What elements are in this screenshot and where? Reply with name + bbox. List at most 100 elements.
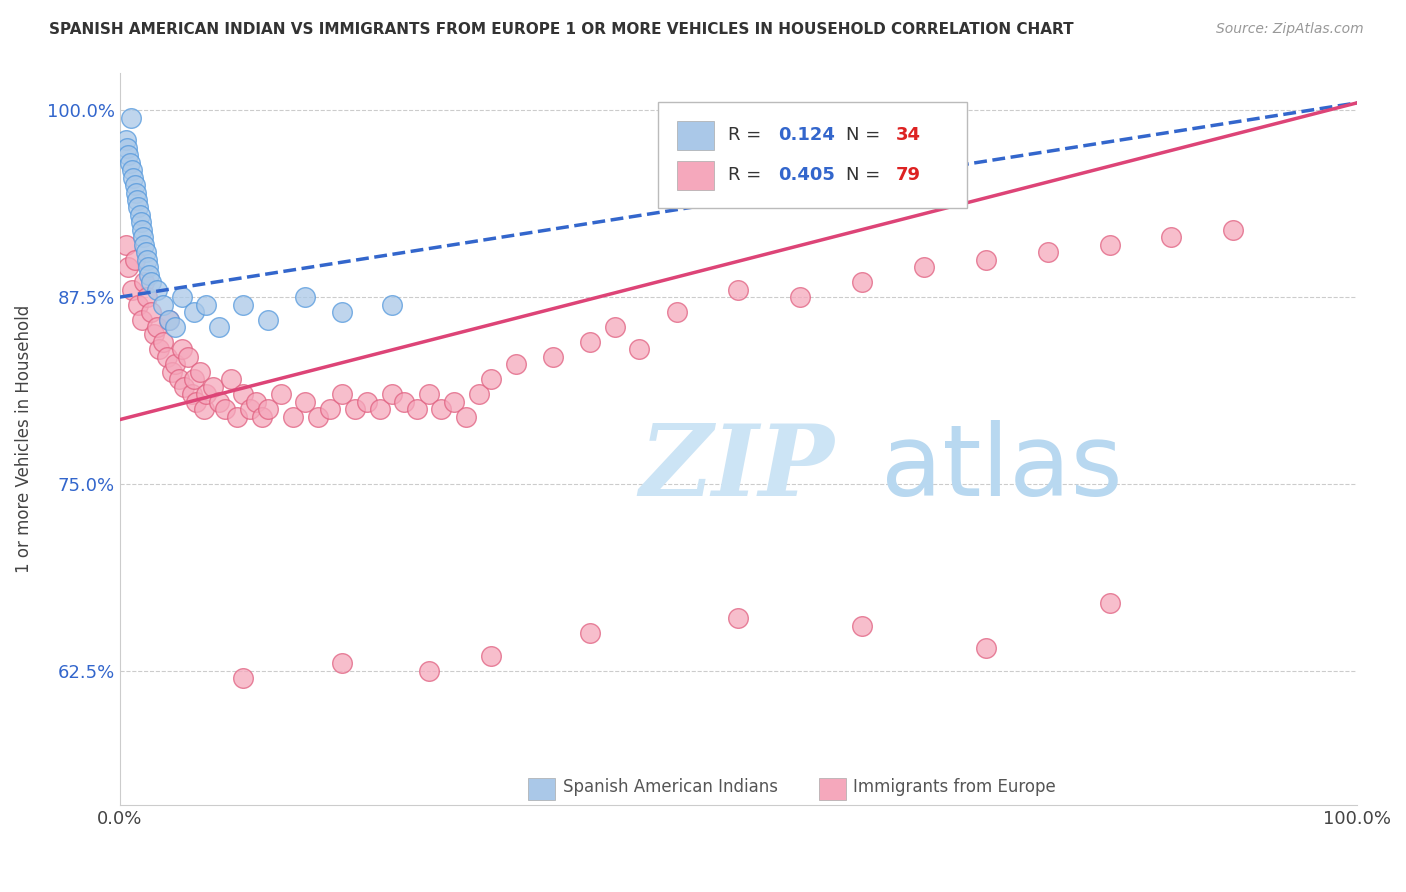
Point — [332, 305, 354, 319]
Point — [117, 260, 139, 275]
Point — [135, 245, 157, 260]
Point — [117, 148, 139, 162]
Point — [356, 394, 378, 409]
Point — [173, 380, 195, 394]
Point — [579, 334, 602, 349]
Point — [121, 163, 143, 178]
Point — [443, 394, 465, 409]
Point — [160, 365, 183, 379]
FancyBboxPatch shape — [676, 120, 714, 150]
Point — [239, 402, 262, 417]
Point — [974, 252, 997, 267]
Point — [183, 305, 205, 319]
Text: Spanish American Indians: Spanish American Indians — [562, 778, 778, 796]
Point — [120, 111, 142, 125]
Point — [1036, 245, 1059, 260]
Point — [148, 343, 170, 357]
Point — [177, 350, 200, 364]
Point — [121, 283, 143, 297]
Text: 79: 79 — [896, 167, 921, 185]
Point — [1098, 596, 1121, 610]
Point — [139, 275, 162, 289]
Point — [129, 215, 152, 229]
Point — [125, 186, 148, 200]
Point — [912, 260, 935, 275]
Point — [186, 394, 208, 409]
FancyBboxPatch shape — [529, 778, 555, 800]
FancyBboxPatch shape — [676, 161, 714, 190]
Point — [232, 671, 254, 685]
FancyBboxPatch shape — [818, 778, 846, 800]
Point — [208, 394, 231, 409]
Point — [226, 409, 249, 424]
Point — [136, 260, 159, 275]
Point — [628, 343, 651, 357]
Point — [430, 402, 453, 417]
Point — [165, 320, 187, 334]
Point — [131, 312, 153, 326]
Point — [381, 297, 404, 311]
Point — [170, 290, 193, 304]
Point — [851, 619, 873, 633]
Point — [170, 343, 193, 357]
Point — [152, 297, 174, 311]
Point — [131, 223, 153, 237]
Point — [603, 320, 626, 334]
Point — [193, 402, 215, 417]
Point — [307, 409, 329, 424]
Point — [245, 394, 267, 409]
Point — [1098, 237, 1121, 252]
Text: ZIP: ZIP — [640, 420, 834, 516]
Point — [332, 656, 354, 670]
Point — [541, 350, 564, 364]
Text: N =: N = — [846, 167, 886, 185]
Point — [134, 237, 156, 252]
Point — [128, 208, 150, 222]
Text: R =: R = — [728, 167, 768, 185]
Point — [1222, 223, 1244, 237]
Point — [124, 252, 146, 267]
Point — [250, 409, 273, 424]
Point — [270, 387, 292, 401]
Point — [122, 170, 145, 185]
Point — [134, 275, 156, 289]
Text: R =: R = — [728, 126, 768, 145]
Point — [479, 372, 502, 386]
Point — [115, 141, 138, 155]
Point — [405, 402, 427, 417]
Point — [165, 357, 187, 371]
Point — [138, 268, 160, 282]
Point — [157, 312, 180, 326]
Point — [146, 320, 169, 334]
Point — [214, 402, 236, 417]
Text: N =: N = — [846, 126, 886, 145]
Point — [281, 409, 304, 424]
Point — [157, 312, 180, 326]
Point — [974, 641, 997, 656]
Point — [319, 402, 342, 417]
Text: 0.405: 0.405 — [778, 167, 835, 185]
Y-axis label: 1 or more Vehicles in Household: 1 or more Vehicles in Household — [15, 305, 32, 574]
Text: SPANISH AMERICAN INDIAN VS IMMIGRANTS FROM EUROPE 1 OR MORE VEHICLES IN HOUSEHOL: SPANISH AMERICAN INDIAN VS IMMIGRANTS FR… — [49, 22, 1074, 37]
Point — [257, 402, 280, 417]
Point — [183, 372, 205, 386]
Point — [257, 312, 280, 326]
Point — [343, 402, 366, 417]
Point — [851, 275, 873, 289]
Point — [232, 297, 254, 311]
Point — [115, 133, 138, 147]
Point — [139, 305, 162, 319]
Point — [479, 648, 502, 663]
Point — [208, 320, 231, 334]
Point — [167, 372, 190, 386]
Point — [368, 402, 391, 417]
Point — [156, 350, 179, 364]
Point — [146, 283, 169, 297]
Point — [381, 387, 404, 401]
Point — [136, 252, 159, 267]
Point — [332, 387, 354, 401]
Point — [665, 305, 688, 319]
Point — [127, 201, 149, 215]
Point — [136, 290, 159, 304]
Point — [789, 290, 811, 304]
